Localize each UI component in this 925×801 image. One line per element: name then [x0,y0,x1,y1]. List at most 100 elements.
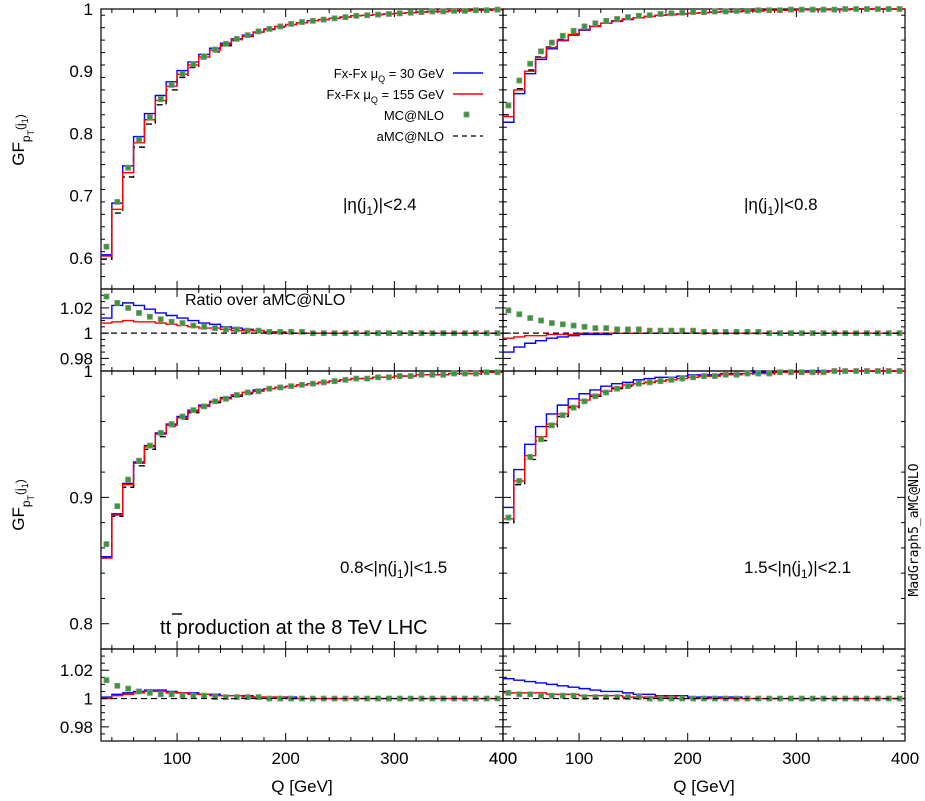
mcatnlo-marker [125,164,132,171]
mcatnlo-marker [896,368,903,374]
mcatnlo-marker [288,383,295,390]
mcatnlo-marker [386,374,392,381]
mcatnlo-marker [755,7,762,14]
mcatnlo-marker [255,388,262,395]
mcatnlo-marker [472,7,479,14]
ratio-mcatnlo-marker [299,328,305,335]
ratio-mcatnlo-marker [266,328,273,335]
ratio-mcatnlo-marker [201,323,208,330]
plot-panels: 0.60.70.80.911.0210.980.80.911.0210.9810… [60,0,919,768]
mcatnlo-marker [809,6,816,13]
mcatnlo-marker [429,371,436,378]
x-axis-label-right: Q [GeV] [673,777,734,796]
ratio-mcatnlo-marker [527,315,534,321]
ratio-mcatnlo-marker [190,692,197,699]
mcatnlo-marker [625,383,631,390]
mcatnlo-marker [168,421,175,427]
mcatnlo-marker [559,412,566,419]
mcatnlo-marker [516,478,523,484]
x-tick-label: 200 [272,749,300,768]
mcatnlo-marker [266,26,273,32]
ratio-mcatnlo-marker [570,692,577,699]
series-line [503,8,905,118]
mcatnlo-marker [179,70,186,77]
mcatnlo-marker [114,503,121,510]
x-tick-label: 400 [489,749,517,768]
x-axis-label-left: Q [GeV] [271,777,332,796]
x-tick-label: 300 [782,749,810,768]
mcatnlo-marker [538,48,544,55]
mcatnlo-marker [451,7,458,14]
mcatnlo-marker [853,368,860,374]
legend-label-fxfx30: Fx-Fx μQ = 30 GeV [334,66,445,84]
mcatnlo-marker [375,11,381,18]
y-tick-label: 0.9 [69,488,93,507]
mcatnlo-marker [201,53,208,60]
mcatnlo-marker [483,7,490,14]
ratio-mcatnlo-marker [538,317,544,324]
mcatnlo-marker [342,14,349,20]
y-tick-label: 1 [84,0,93,19]
mcatnlo-marker [429,8,436,15]
mcatnlo-marker [233,392,240,398]
mcatnlo-marker [309,380,316,387]
mcatnlo-marker [320,16,327,23]
ratio-mcatnlo-marker [125,305,132,311]
mcatnlo-marker [136,457,142,464]
ratio-mcatnlo-marker [201,692,208,699]
mcatnlo-marker [635,380,642,387]
ratio-mcatnlo-marker [168,691,175,698]
ratio-mcatnlo-marker [223,694,229,701]
mcatnlo-marker [407,9,414,16]
mcatnlo-marker [462,7,468,14]
mcatnlo-marker [299,381,305,388]
mcatnlo-marker [570,27,577,34]
ratio-mcatnlo-marker [657,327,664,334]
mcatnlo-marker [592,20,599,27]
ratio-mcatnlo-marker [668,327,675,334]
mcatnlo-marker [885,368,892,374]
ratio-mcatnlo-marker [788,695,794,702]
ratio-mcatnlo-marker [701,328,707,335]
mcatnlo-marker [864,6,870,12]
mcatnlo-marker [755,370,762,377]
mcatnlo-marker [407,373,414,379]
panel-label-1: |η(j1)|<2.4 [343,195,417,218]
mcatnlo-marker [570,404,577,411]
ratio-mcatnlo-marker [614,694,620,701]
mcatnlo-marker [777,7,783,14]
ratio-mcatnlo-marker [592,694,599,701]
ratio-mcatnlo-marker [125,685,132,692]
main-panel-frame [502,8,906,290]
mcatnlo-marker [146,114,153,121]
ratio-mcatnlo-marker [179,320,186,326]
mcatnlo-marker [701,373,707,379]
main-panel-frame [100,8,504,290]
series-line [101,371,503,559]
y-tick-label: 0.6 [69,249,93,268]
mcatnlo-marker [798,6,805,13]
series-line [503,8,905,116]
mcatnlo-marker [299,19,305,25]
mcatnlo-marker [679,9,686,16]
ratio-mcatnlo-marker [516,691,523,698]
x-tick-label: 400 [891,749,919,768]
mcatnlo-marker [451,370,458,377]
mcatnlo-marker [896,6,903,12]
mcatnlo-marker [668,376,675,383]
mcatnlo-marker [777,369,783,376]
ratio-mcatnlo-marker [603,694,610,701]
mcatnlo-marker [223,40,229,47]
y-tick-label: 0.9 [69,62,93,81]
ratio-mcatnlo-marker [190,322,197,329]
mcatnlo-marker [190,61,197,68]
panel-label-2: |η(j1)|<0.8 [744,195,818,218]
ratio-mcatnlo-marker [548,320,555,326]
ratio-mcatnlo-marker [527,691,534,698]
process-label: tt production at the 8 TeV LHC [160,617,428,639]
ratio-mcatnlo-marker [103,293,110,300]
mcatnlo-marker [364,375,371,382]
mcatnlo-marker [320,379,327,386]
mcatnlo-marker [701,9,707,16]
